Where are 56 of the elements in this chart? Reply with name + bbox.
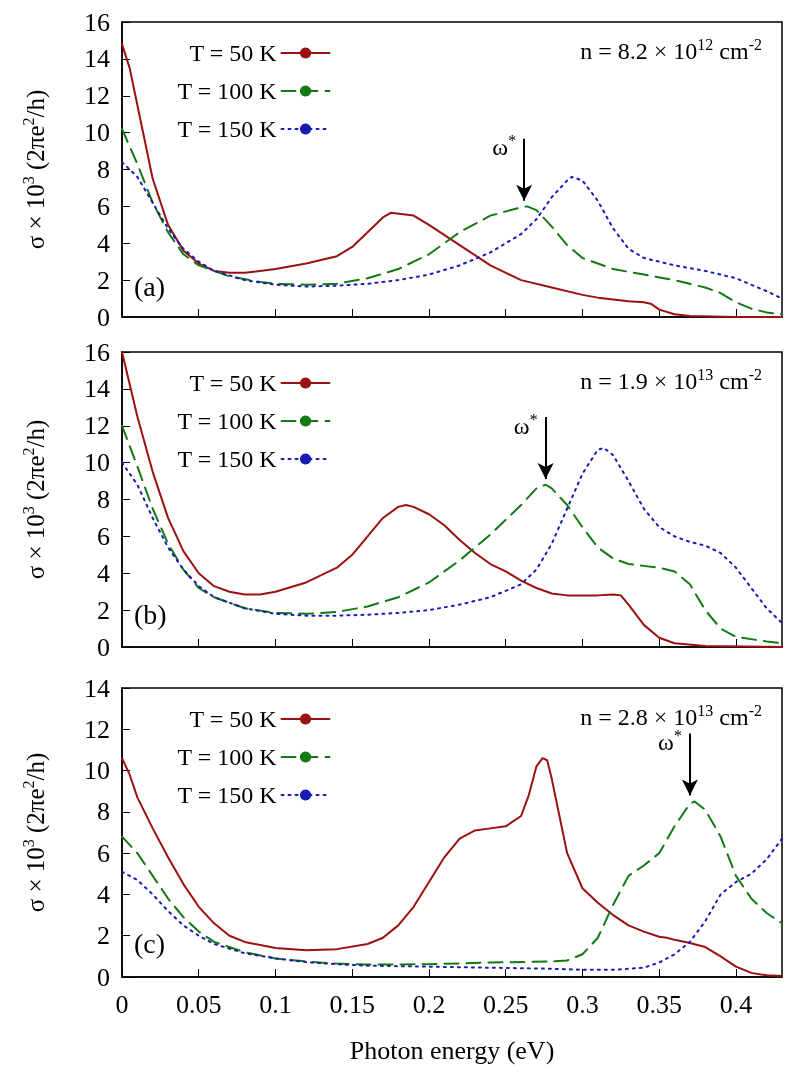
annotation: (b) — [134, 598, 167, 630]
y-tick-label: 2 — [97, 595, 110, 625]
x-tick-label: 0.4 — [719, 989, 753, 1019]
annotation: ω* — [513, 410, 538, 439]
y-tick-label: 2 — [97, 921, 110, 951]
legend-label: T = 100 K — [177, 744, 278, 770]
x-tick-label: 0.25 — [482, 989, 529, 1019]
y-tick-label: 14 — [84, 374, 110, 404]
line-series — [121, 161, 783, 300]
legend-label: T = 100 K — [177, 408, 278, 434]
y-tick-label: 8 — [97, 797, 110, 827]
y-tick-label: 0 — [97, 302, 110, 332]
line-series — [121, 837, 783, 971]
annotation: (c) — [134, 927, 166, 959]
legend-label: T = 100 K — [177, 78, 278, 104]
legend-label: T = 50 K — [189, 706, 278, 732]
y-tick-label: 8 — [97, 155, 110, 184]
y-tick-label: 10 — [84, 448, 110, 478]
y-axis-title: σ × 103 (2πe2/h) — [19, 419, 50, 580]
y-tick-label: 0 — [97, 632, 110, 662]
legend-label: T = 150 K — [177, 782, 278, 808]
legend-label: T = 50 K — [189, 370, 278, 396]
annotation: ω* — [658, 726, 682, 755]
legend-label: T = 150 K — [177, 446, 278, 472]
x-axis-title: Photon energy (eV) — [349, 1035, 555, 1065]
y-tick-label: 10 — [84, 756, 110, 786]
y-tick-label: 8 — [97, 485, 110, 514]
annotation: ω* — [492, 132, 517, 161]
legend-label: T = 150 K — [177, 116, 278, 142]
y-tick-label: 12 — [84, 81, 110, 111]
x-tick-label: 0.05 — [175, 989, 222, 1019]
y-tick-label: 6 — [97, 838, 110, 868]
y-tick-label: 12 — [84, 411, 110, 441]
y-axis-title: σ × 103 (2πe2/h) — [19, 752, 50, 913]
x-tick-label: 0.1 — [259, 989, 292, 1019]
y-tick-label: 6 — [97, 521, 110, 551]
y-tick-label: 2 — [97, 265, 110, 295]
legend-label: T = 50 K — [189, 40, 278, 66]
x-tick-label: 0.15 — [329, 989, 375, 1019]
annotation: (a) — [134, 270, 166, 302]
y-tick-label: 4 — [97, 228, 110, 258]
x-tick-label: 0.2 — [412, 989, 446, 1019]
y-tick-label: 4 — [97, 558, 110, 588]
y-tick-label: 12 — [84, 714, 110, 744]
y-tick-label: 16 — [84, 7, 110, 37]
x-tick-label: 0.35 — [636, 989, 682, 1019]
y-tick-label: 6 — [97, 191, 110, 221]
y-axis-title: σ × 103 (2πe2/h) — [19, 89, 50, 250]
y-tick-label: 0 — [97, 962, 110, 992]
y-tick-label: 16 — [84, 337, 110, 367]
x-tick-label: 0.3 — [566, 989, 599, 1019]
y-tick-label: 4 — [97, 879, 110, 909]
y-tick-label: 10 — [84, 118, 110, 148]
line-series — [121, 351, 783, 648]
y-tick-label: 14 — [84, 44, 110, 74]
y-tick-label: 14 — [84, 673, 110, 703]
